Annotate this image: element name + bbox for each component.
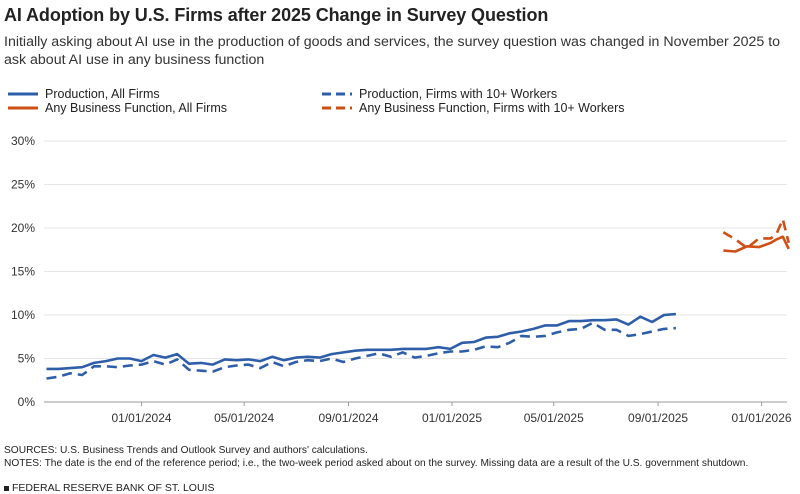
y-tick-label: 5% [18, 352, 36, 366]
x-tick-label: 09/01/2024 [318, 411, 378, 425]
y-tick-label: 10% [11, 308, 35, 322]
legend-swatch-solid-blue [8, 92, 38, 96]
y-tick-label: 20% [11, 221, 35, 235]
footer-brand: FEDERAL RESERVE BANK OF ST. LOUIS [4, 482, 214, 494]
x-tick-label: 05/01/2025 [524, 411, 584, 425]
legend-item-production-10plus: Production, Firms with 10+ Workers [322, 86, 557, 102]
sources-note: SOURCES: U.S. Business Trends and Outloo… [4, 445, 368, 456]
legend-swatch-solid-orange [8, 106, 38, 110]
square-icon [4, 485, 9, 491]
y-tick-label: 25% [11, 178, 35, 192]
brand-label: FEDERAL RESERVE BANK OF ST. LOUIS [12, 482, 215, 494]
series-line-2 [723, 235, 790, 253]
legend-swatch-dashed-blue [322, 92, 352, 96]
x-tick-label: 01/01/2025 [422, 411, 482, 425]
x-tick-label: 01/01/2024 [112, 411, 172, 425]
series-line-1 [46, 321, 676, 380]
legend-label: Production, Firms with 10+ Workers [359, 87, 558, 101]
line-chart: 0% 5% 10% 15% 20% 25% 30% 01/01/2024 05/01/2024… [11, 134, 792, 425]
legend-label: Any Business Function, All Firms [45, 101, 228, 115]
legend-item-any-function-10plus: Any Business Function, Firms with 10+ Wo… [322, 100, 625, 116]
legend-item-production-all: Production, All Firms [8, 86, 160, 102]
series-line-3 [722, 218, 790, 250]
legend-label: Production, All Firms [45, 87, 160, 101]
y-tick-label: 30% [11, 134, 35, 148]
chart-title: AI Adoption by U.S. Firms after 2025 Cha… [4, 5, 549, 25]
legend-swatch-dashed-orange [322, 106, 352, 110]
y-tick-label: 0% [18, 395, 36, 409]
series-line-0 [46, 312, 676, 371]
x-tick-label: 05/01/2024 [214, 411, 274, 425]
x-tick-label: 01/01/2026 [732, 411, 792, 425]
notes-note: NOTES: The date is the end of the refere… [4, 458, 749, 469]
legend-item-any-function-all: Any Business Function, All Firms [8, 100, 227, 116]
x-tick-label: 09/01/2025 [628, 411, 688, 425]
y-tick-label: 15% [11, 265, 35, 279]
legend-label: Any Business Function, Firms with 10+ Wo… [359, 101, 625, 115]
chart-subtitle: Initially asking about AI use in the pro… [4, 34, 781, 68]
chart-notes: SOURCES: U.S. Business Trends and Outloo… [4, 444, 748, 470]
